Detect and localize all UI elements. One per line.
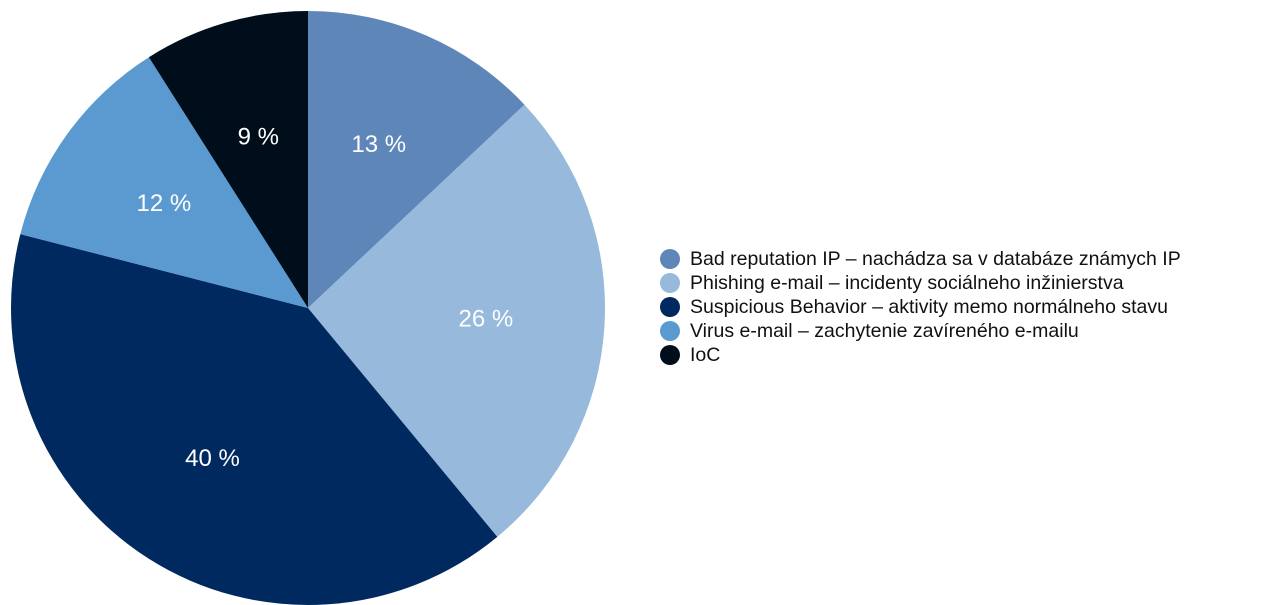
legend-item-virus-email: Virus e-mail – zachytenie zavíreného e-m… — [660, 319, 1265, 343]
legend-label: Suspicious Behavior – aktivity memo norm… — [690, 296, 1168, 318]
legend-swatch — [660, 297, 680, 317]
legend: Bad reputation IP – nachádza sa v databá… — [660, 247, 1265, 367]
slice-label-suspicious-behavior: 40 % — [185, 445, 240, 472]
legend-label: Bad reputation IP – nachádza sa v databá… — [690, 248, 1181, 270]
legend-label: Phishing e-mail – incidenty sociálneho i… — [690, 272, 1124, 294]
legend-item-ioc: IoC — [660, 343, 1265, 367]
legend-item-phishing-email: Phishing e-mail – incidenty sociálneho i… — [660, 271, 1265, 295]
legend-label: IoC — [690, 344, 721, 366]
legend-swatch — [660, 345, 680, 365]
legend-swatch — [660, 321, 680, 341]
legend-label: Virus e-mail – zachytenie zavíreného e-m… — [690, 320, 1079, 342]
legend-item-suspicious-behavior: Suspicious Behavior – aktivity memo norm… — [660, 295, 1265, 319]
pie-slices — [11, 10, 605, 605]
slice-ioc — [148, 10, 308, 308]
slice-label-phishing-email: 26 % — [458, 306, 513, 333]
slice-bad-reputation-ip — [308, 11, 525, 308]
slice-label-virus-email: 12 % — [136, 190, 191, 217]
slice-phishing-email — [308, 104, 605, 537]
pie-value-labels: 13 % 26 % 40 % 12 % 9 % — [136, 123, 513, 472]
legend-swatch — [660, 249, 680, 269]
legend-swatch — [660, 273, 680, 293]
slice-suspicious-behavior — [11, 234, 498, 605]
slice-virus-email — [20, 57, 309, 309]
slice-label-ioc: 9 % — [238, 123, 279, 150]
legend-item-bad-reputation-ip: Bad reputation IP – nachádza sa v databá… — [660, 247, 1265, 271]
slice-label-bad-reputation-ip: 13 % — [351, 131, 406, 158]
